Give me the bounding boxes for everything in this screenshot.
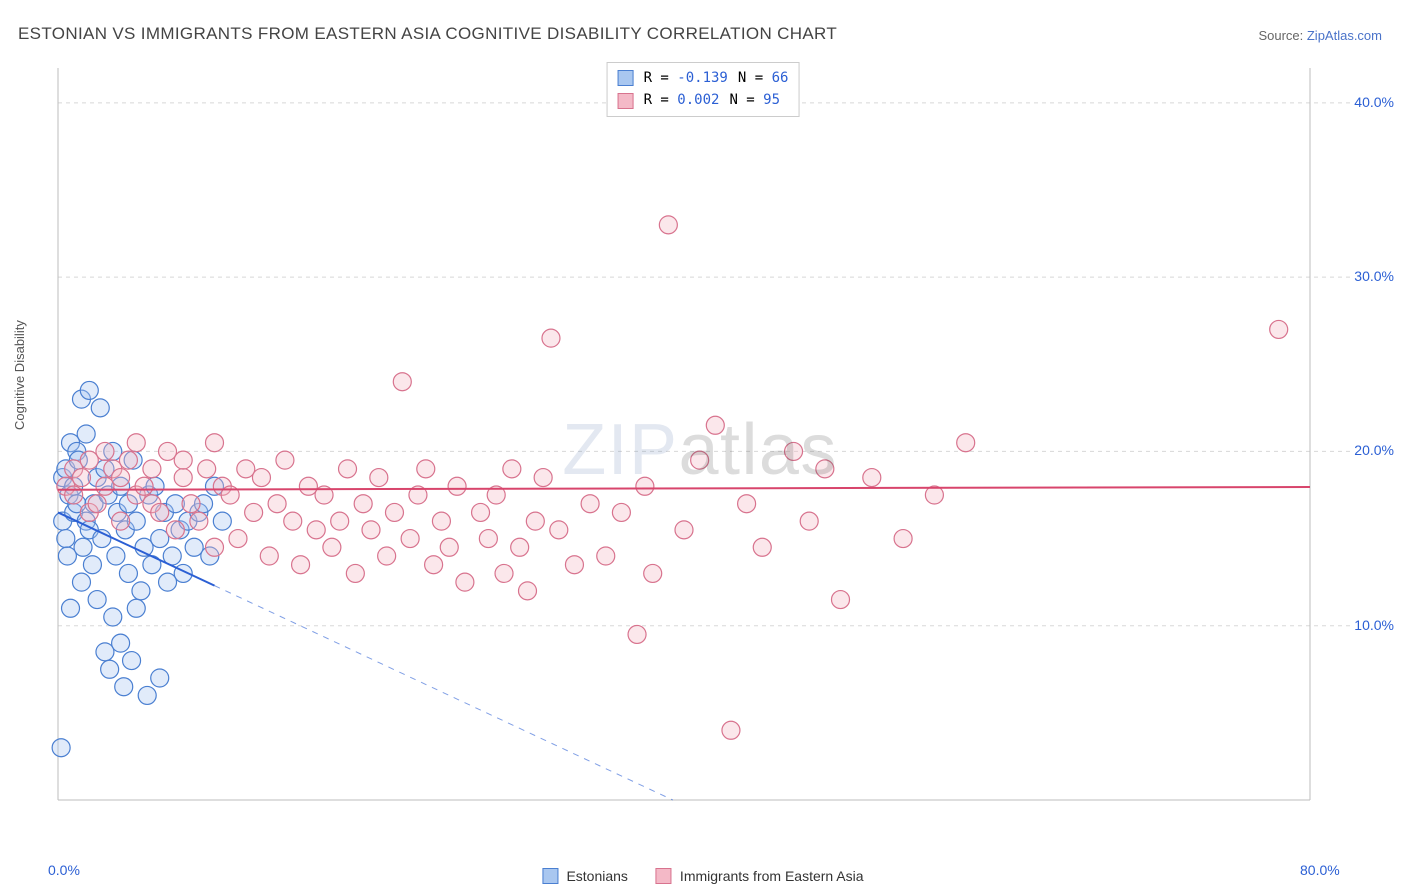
- n-stat: N = 95: [729, 89, 780, 111]
- x-tick-label: 80.0%: [1300, 862, 1340, 878]
- n-stat: N = 66: [738, 67, 789, 89]
- legend-swatch-immigrants: [618, 93, 634, 109]
- series-legend: Estonians Immigrants from Eastern Asia: [542, 868, 863, 884]
- legend-label: Estonians: [566, 868, 627, 884]
- legend-item: Estonians: [542, 868, 627, 884]
- legend-swatch-estonians: [618, 70, 634, 86]
- r-stat: R = 0.002: [644, 89, 720, 111]
- scatter-chart-svg: [50, 60, 1350, 840]
- y-axis-label: Cognitive Disability: [12, 320, 27, 430]
- legend-swatch-estonians: [542, 868, 558, 884]
- legend-row: R = 0.002 N = 95: [618, 89, 789, 111]
- source-prefix: Source:: [1258, 28, 1306, 43]
- legend-swatch-immigrants: [656, 868, 672, 884]
- y-tick-label: 40.0%: [1354, 94, 1394, 110]
- y-tick-label: 30.0%: [1354, 268, 1394, 284]
- source-link[interactable]: ZipAtlas.com: [1307, 28, 1382, 43]
- chart-title: ESTONIAN VS IMMIGRANTS FROM EASTERN ASIA…: [18, 24, 837, 44]
- r-stat: R = -0.139: [644, 67, 728, 89]
- legend-row: R = -0.139 N = 66: [618, 67, 789, 89]
- source-attribution: Source: ZipAtlas.com: [1258, 28, 1382, 43]
- correlation-legend: R = -0.139 N = 66 R = 0.002 N = 95: [607, 62, 800, 117]
- legend-label: Immigrants from Eastern Asia: [680, 868, 864, 884]
- y-tick-label: 20.0%: [1354, 442, 1394, 458]
- legend-item: Immigrants from Eastern Asia: [656, 868, 864, 884]
- x-tick-label: 0.0%: [48, 862, 80, 878]
- chart-area: ZIPatlas: [50, 60, 1350, 840]
- y-tick-label: 10.0%: [1354, 617, 1394, 633]
